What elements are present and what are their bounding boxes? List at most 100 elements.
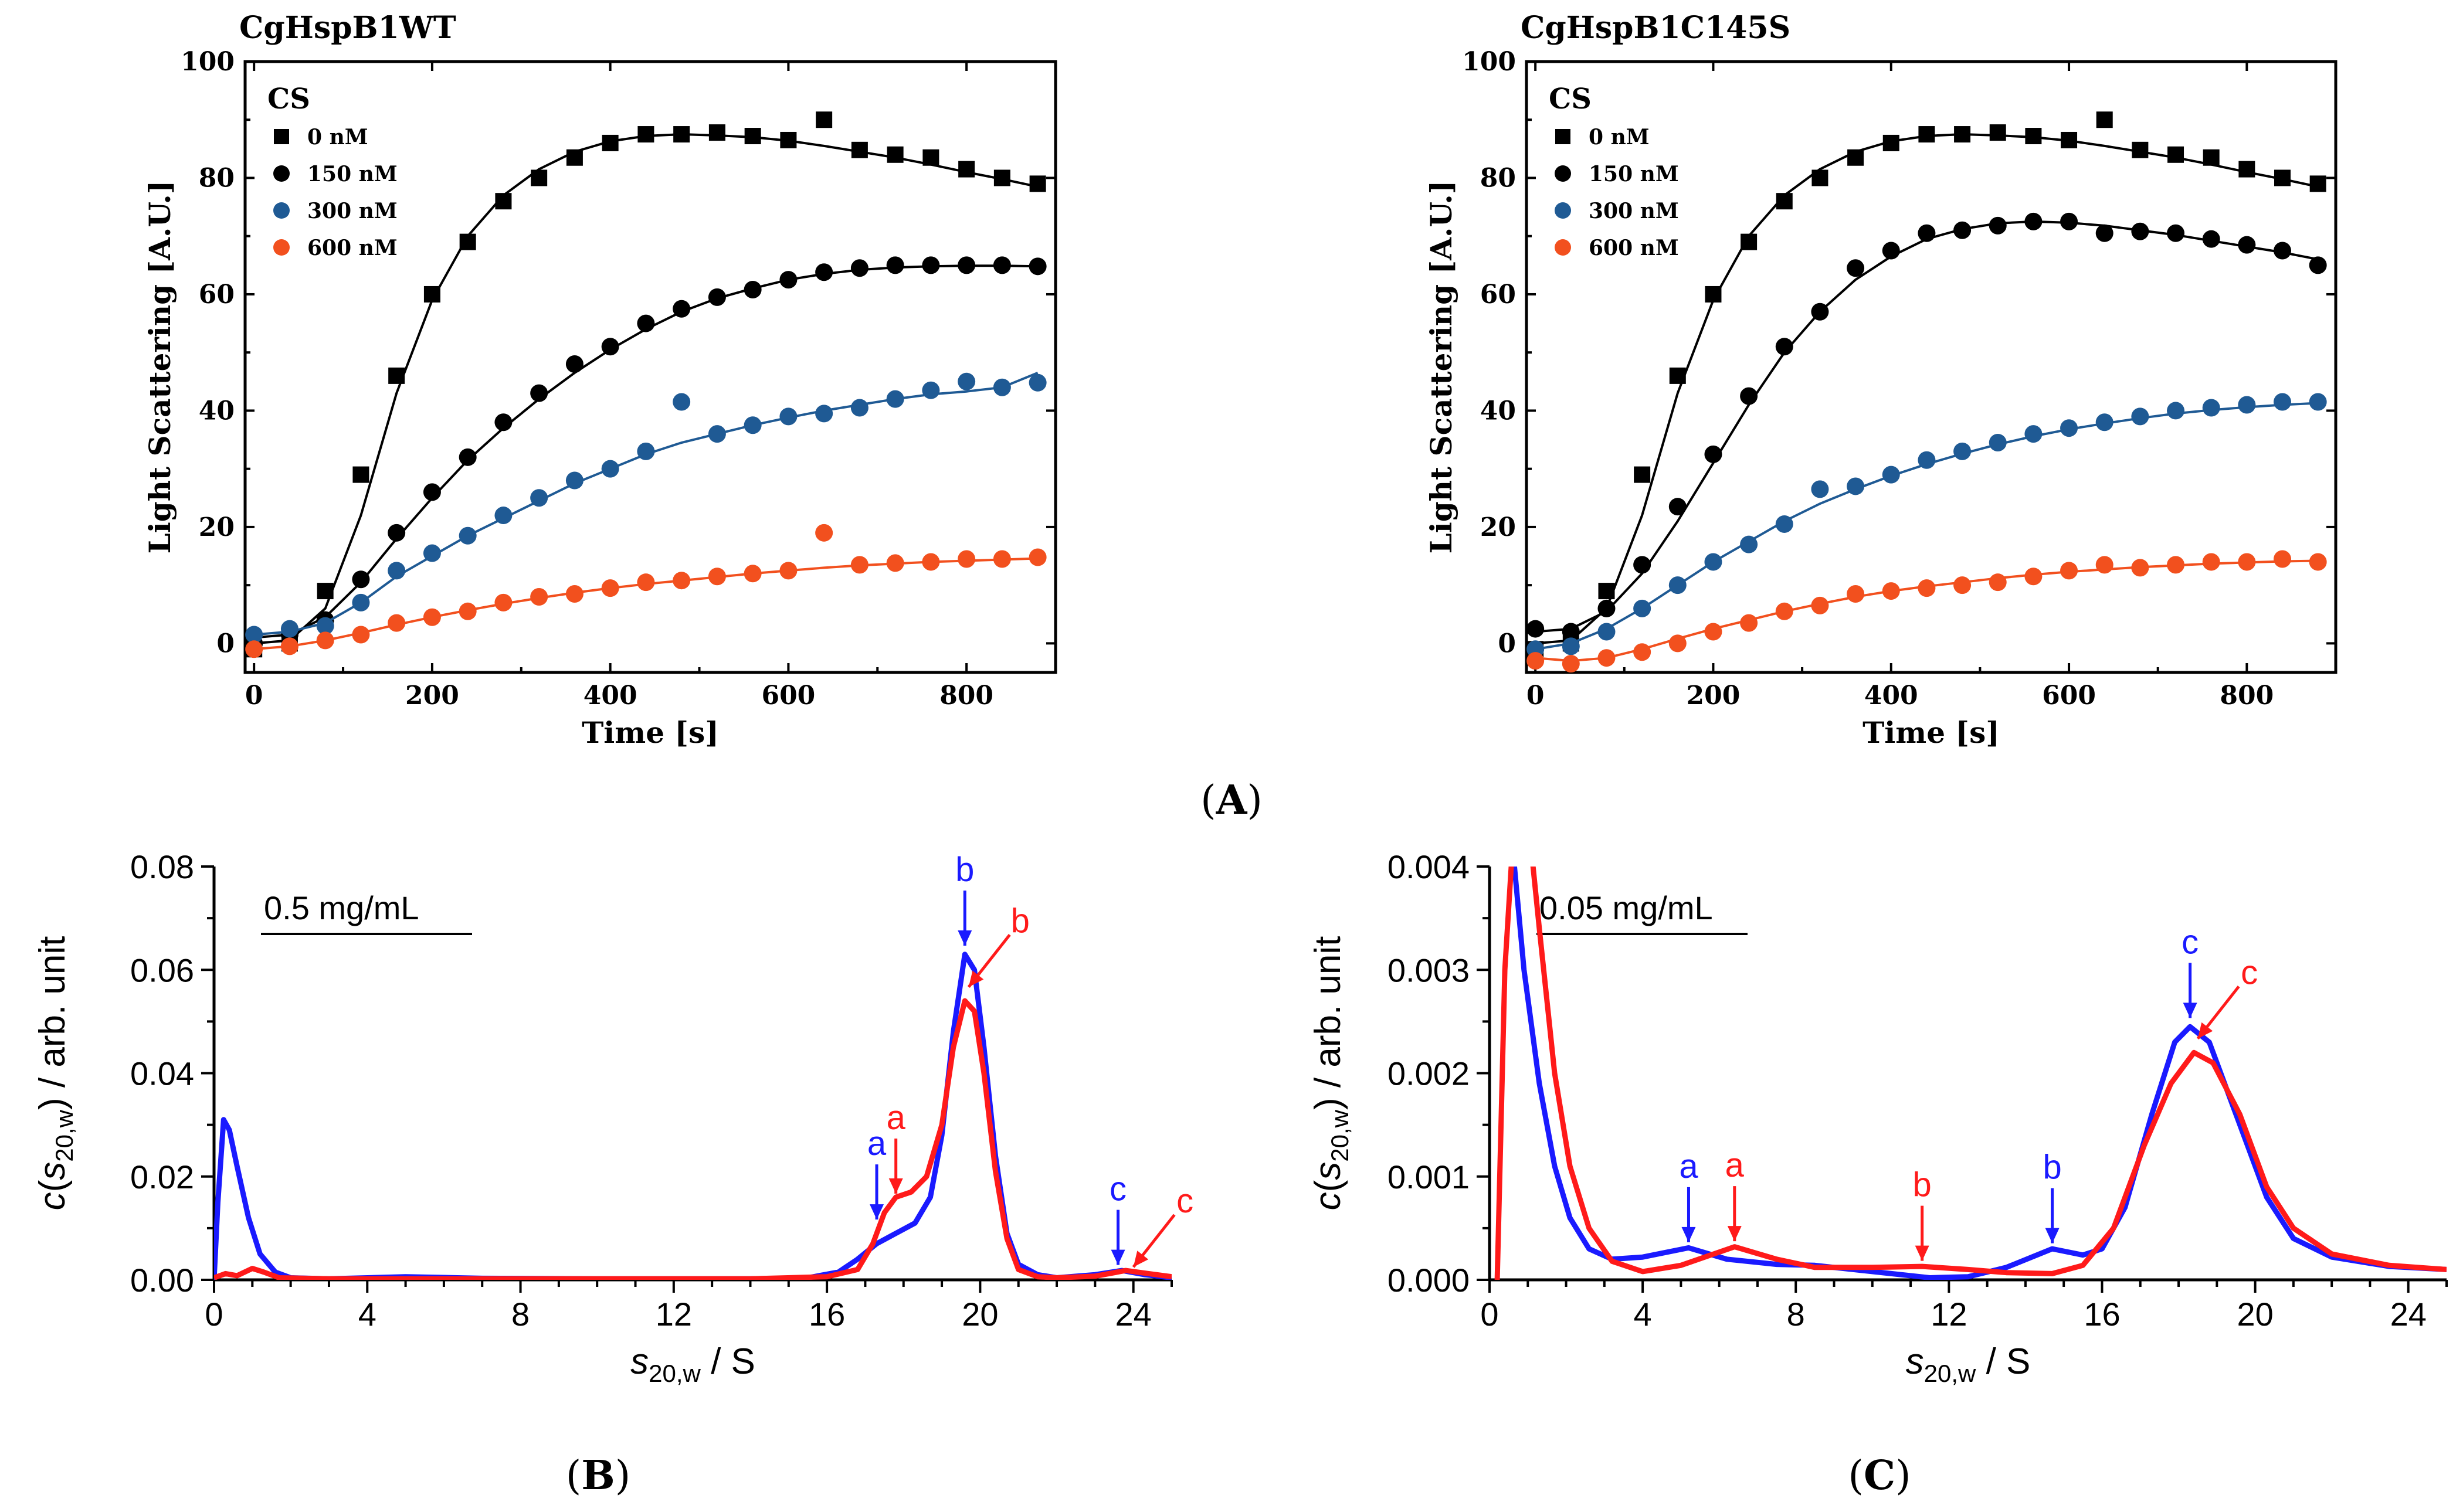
series-0-nm [1527,111,2326,658]
data-point [1029,257,1047,276]
legend-label-150-nm: 150 nM [307,162,398,186]
annotation-arrow-head [870,1204,884,1220]
legend-marker-300-nm [1555,202,1571,219]
data-point [815,405,833,423]
y-label-var: s [32,1162,73,1180]
data-point [850,399,869,417]
series-line-blue [214,952,1172,1280]
series-300-nm [245,372,1047,644]
data-point [423,544,441,562]
data-point [850,556,869,574]
y-tick-label: 20 [1480,512,1516,542]
data-point [2096,111,2113,128]
data-point [815,263,833,281]
annotation-c-red: c [1132,1182,1193,1268]
x-label-unit: / S [1976,1341,2030,1382]
data-point [602,134,619,151]
data-point [1775,602,1793,620]
data-point [1740,614,1758,632]
y-tick-label: 0.004 [1387,848,1470,885]
data-point [958,372,976,390]
y-tick-label: 0.00 [130,1262,194,1299]
data-point [958,161,975,178]
data-point [1740,387,1758,405]
data-point [922,553,940,571]
legend-marker-600-nm [1555,239,1571,256]
x-axis-label: Time [s] [582,715,719,750]
data-point [922,256,940,274]
annotation-arrow-head [958,930,972,946]
annotation-label: c [1176,1182,1193,1220]
data-point [1740,535,1758,553]
annotation-label: c [2241,954,2258,992]
data-point [316,617,334,635]
chart-title: CgHspB1C145S [1521,10,1790,46]
annotation-b-blue: b [2043,1149,2062,1243]
data-point [958,256,976,274]
x-tick-label: 600 [2042,681,2096,711]
y-label-post: ) / arb. unit [32,936,73,1110]
data-point [958,550,976,568]
data-point [637,442,655,460]
data-point [2167,224,2185,242]
y-tick-label: 60 [1480,280,1516,310]
annotation-label: a [1679,1147,1698,1185]
data-point [1634,466,1651,483]
annotation-label: a [1725,1146,1745,1184]
data-point [2309,175,2326,192]
y-axis-label: c(s20,w) / arb. unit [1308,936,1353,1211]
data-point [1598,583,1615,600]
annotation-label: c [2182,923,2199,961]
data-point [1953,576,1972,594]
annotation-arrow-head [2183,1003,2197,1018]
y-axis-label: c(s20,w) / arb. unit [32,936,78,1211]
annotation-label: b [955,851,974,889]
x-tick-label: 8 [1787,1296,1805,1333]
x-label-var: s [630,1341,649,1382]
y-tick-label: 0.001 [1387,1158,1470,1195]
data-point [1562,623,1580,641]
annotation-label: b [2043,1149,2061,1187]
annotation-label: b [1011,902,1030,940]
x-label-var: s [1906,1341,1924,1382]
data-point [637,126,654,143]
x-tick-label: 4 [358,1296,376,1333]
data-point [1029,175,1046,192]
data-point [779,562,798,580]
series-300-nm [1526,393,2327,658]
y-tick-label: 100 [181,47,235,77]
annotation-label: b [1913,1166,1932,1204]
data-point [993,550,1011,568]
annotation-arrow-head [1681,1226,1696,1242]
x-label-sub: 20,w [649,1360,701,1387]
data-point [2202,553,2220,571]
panel-label-a: (A) [1200,777,1263,824]
annotation-b-red: b [967,902,1030,988]
data-point [1704,445,1722,463]
data-point [886,390,904,408]
data-point [2238,161,2255,178]
data-point [1811,480,1829,498]
y-axis-label: Light Scattering [A.U.] [1424,181,1458,554]
data-point [1526,652,1545,670]
data-point [2060,212,2078,230]
data-point [1029,373,1047,392]
data-point [2060,562,2078,580]
data-point [2238,236,2256,254]
data-point [1562,655,1580,673]
data-point [423,483,441,501]
y-tick-label: 0.02 [130,1158,194,1195]
x-tick-label: 8 [511,1296,530,1333]
x-tick-label: 24 [1115,1296,1152,1333]
data-point [423,608,441,626]
data-point [352,570,370,589]
data-point [388,614,406,632]
x-tick-label: 20 [962,1296,998,1333]
data-point [1882,242,1900,260]
data-point [1668,634,1687,653]
data-point [1811,303,1829,321]
x-tick-label: 16 [2084,1296,2120,1333]
annotation-a-red: a [887,1099,906,1194]
y-tick-label: 100 [1462,47,1516,77]
